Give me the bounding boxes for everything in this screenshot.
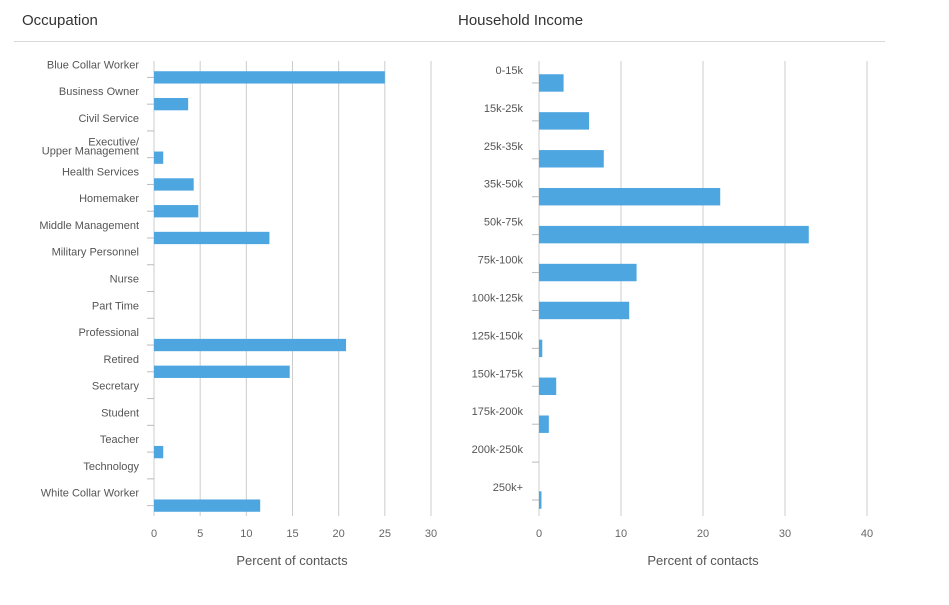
category-label-blue-collar-worker: Blue Collar Worker (47, 59, 139, 71)
x-tick-label: 0 (151, 528, 157, 540)
bar-75k-100k (539, 263, 637, 282)
x-tick-label: 5 (197, 528, 203, 540)
x-tick-label: 30 (779, 528, 791, 540)
household-income-chart-title: Household Income (458, 12, 584, 29)
category-label-part-time: Part Time (92, 300, 139, 312)
x-tick-label: 10 (240, 528, 252, 540)
household-income-bar-chart: 0 10 20 30 40 0-15k 15k-25k 25k-35k 35k-50k 50k-7… (472, 61, 873, 568)
category-label-business-owner: Business Owner (59, 86, 139, 98)
category-label-nurse: Nurse (110, 274, 139, 286)
category-label-health-services: Health Services (62, 166, 140, 178)
category-label-15k-25k: 15k-25k (484, 103, 524, 115)
category-label-200k-250k: 200k-250k (472, 444, 524, 456)
x-tick-label: 20 (697, 528, 709, 540)
category-label-secretary: Secretary (92, 381, 140, 393)
bar-health-services (154, 178, 194, 191)
bar-professional (154, 338, 347, 352)
bar-125k-150k (539, 339, 543, 358)
category-label-civil-service: Civil Service (78, 113, 139, 125)
header-divider (14, 41, 885, 42)
bar-executive-upper-management (154, 151, 164, 164)
occupation-bar-chart: 0 5 10 15 20 25 30 Blue Collar Worker Business O… (39, 59, 437, 568)
category-label-middle-management: Middle Management (39, 220, 139, 232)
category-label-homemaker: Homemaker (79, 193, 139, 205)
x-tick-label: 30 (425, 528, 437, 540)
category-label-military-personnel: Military Personnel (52, 247, 139, 259)
x-tick-label: 40 (861, 528, 873, 540)
category-label-100k-125k: 100k-125k (472, 292, 524, 304)
bar-35k-50k (539, 187, 721, 206)
bar-100k-125k (539, 301, 630, 320)
category-label-125k-150k: 125k-150k (472, 330, 524, 342)
bar-0-15k (539, 74, 564, 92)
bar-white-collar-worker (154, 499, 261, 512)
category-label-175k-200k: 175k-200k (472, 406, 524, 418)
x-axis-label: Percent of contacts (236, 553, 348, 568)
category-label-executive-upper-management: Executive/Upper Management (42, 137, 140, 158)
bar-250k (539, 491, 542, 509)
x-tick-label: 25 (379, 528, 391, 540)
category-label-student: Student (101, 407, 139, 419)
bar-retired (154, 365, 290, 378)
x-axis-label: Percent of contacts (647, 553, 759, 568)
category-label-35k-50k: 35k-50k (484, 179, 524, 191)
category-label-0-15k: 0-15k (495, 65, 523, 77)
bar-business-owner (154, 97, 189, 111)
category-label-teacher: Teacher (100, 434, 139, 446)
x-tick-label: 10 (615, 528, 627, 540)
category-label-50k-75k: 50k-75k (484, 217, 524, 229)
category-label-250k: 250k+ (493, 482, 523, 494)
x-tick-label: 20 (333, 528, 345, 540)
category-label-professional: Professional (78, 327, 139, 339)
x-tick-label: 0 (536, 528, 542, 540)
category-label-25k-35k: 25k-35k (484, 141, 524, 153)
bar-blue-collar-worker (154, 71, 385, 84)
bar-middle-management (154, 231, 270, 245)
category-label-retired: Retired (104, 354, 139, 366)
category-label-white-collar-worker: White Collar Worker (41, 488, 140, 500)
occupation-chart-title: Occupation (22, 12, 98, 29)
bar-15k-25k (539, 112, 590, 130)
category-label-150k-175k: 150k-175k (472, 368, 524, 380)
category-label-technology: Technology (83, 461, 139, 473)
category-label-75k-100k: 75k-100k (478, 255, 524, 267)
bar-150k-175k (539, 377, 557, 396)
bar-teacher (154, 445, 164, 459)
bar-50k-75k (539, 225, 809, 244)
bar-homemaker (154, 205, 199, 218)
bar-175k-200k (539, 415, 549, 433)
x-tick-label: 15 (286, 528, 298, 540)
bar-25k-35k (539, 150, 604, 168)
